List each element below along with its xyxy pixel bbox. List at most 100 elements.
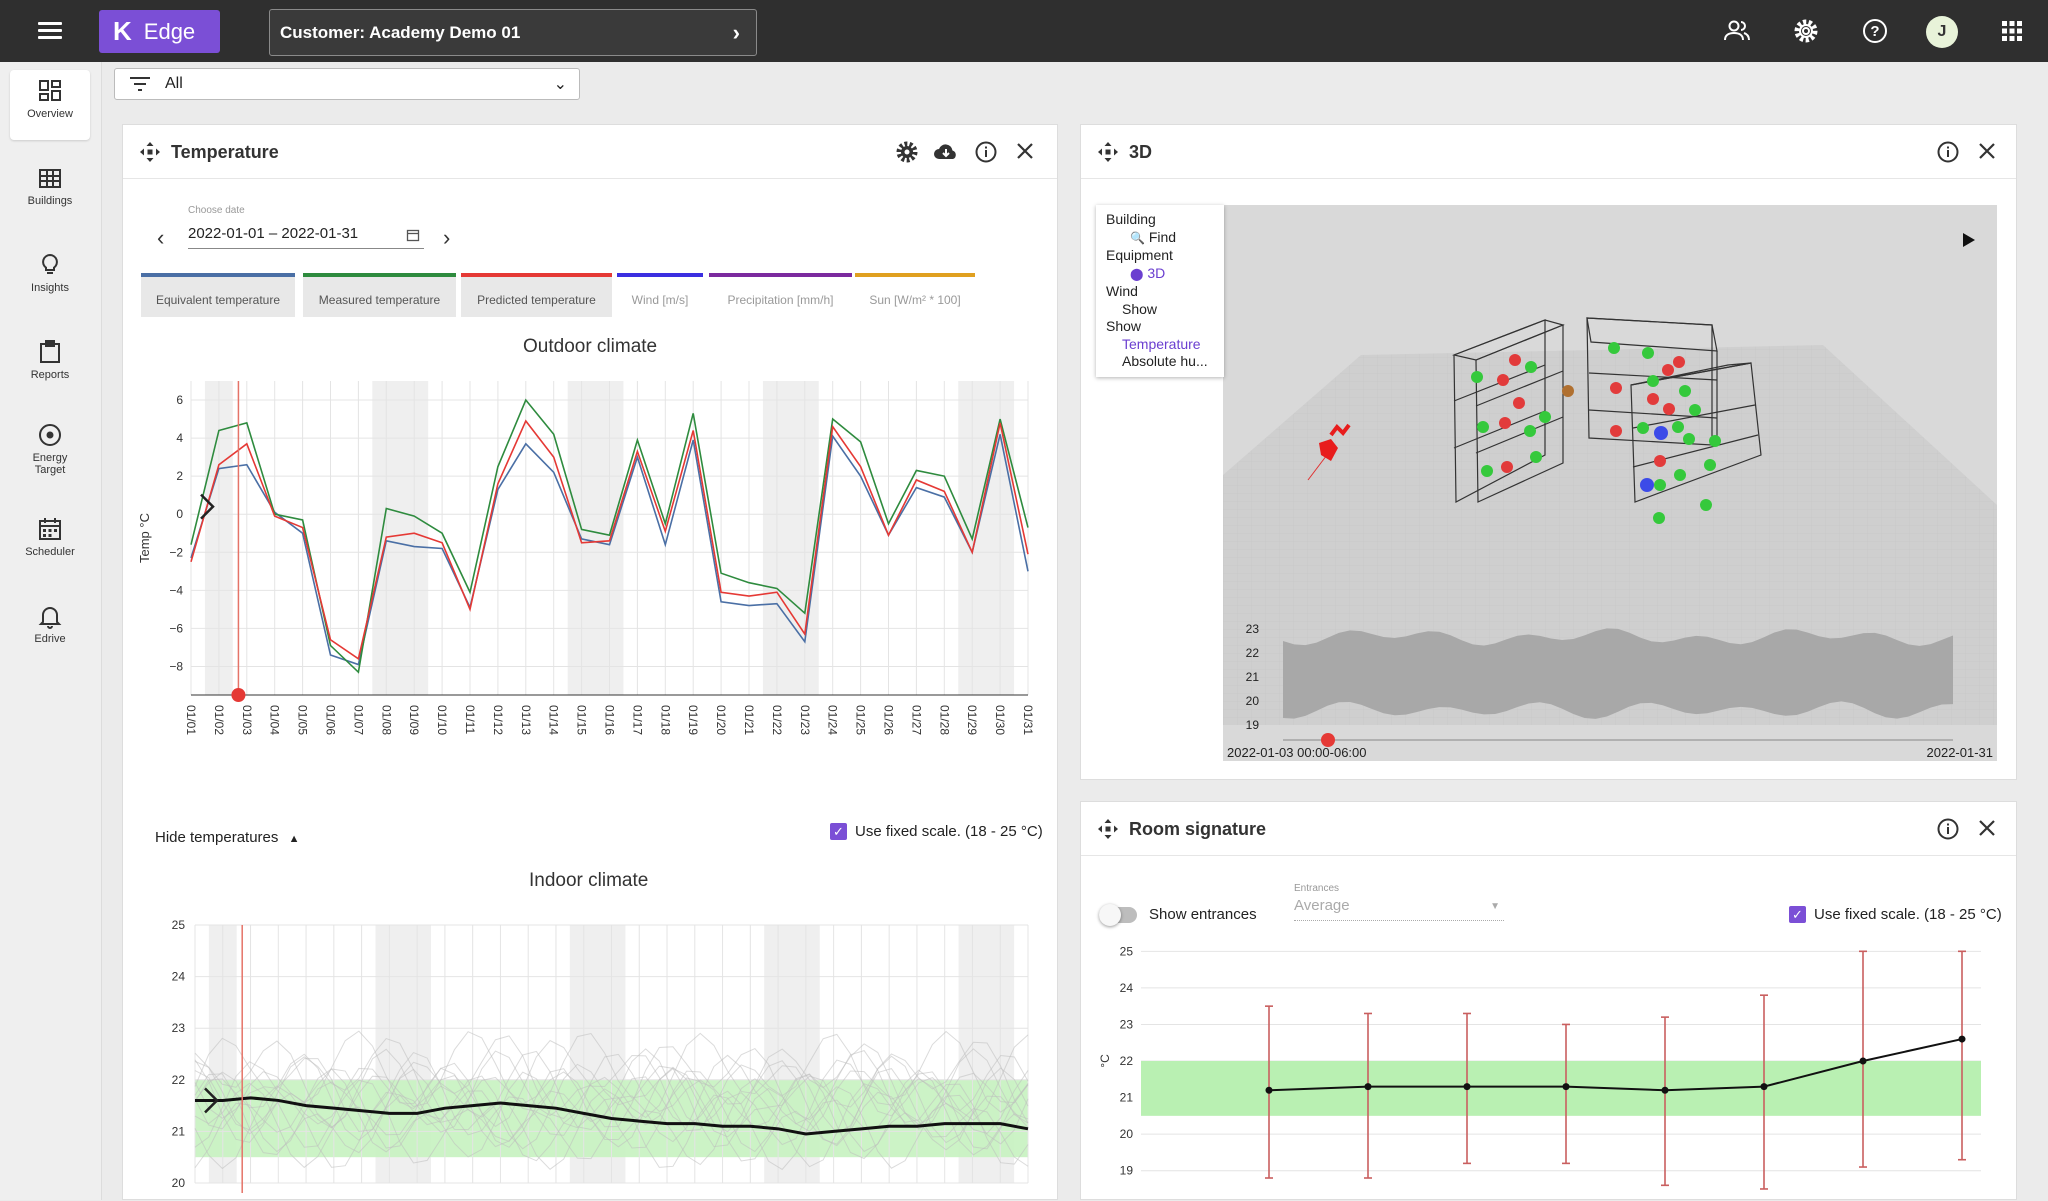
sidebar-item-reports[interactable]: Reports xyxy=(10,331,90,401)
tab-wind[interactable]: Wind [m/s] xyxy=(617,273,703,317)
y-tick-label: 6 xyxy=(176,393,183,407)
help-icon[interactable]: ? xyxy=(1861,17,1889,45)
close-icon[interactable] xyxy=(1012,140,1038,166)
filter-select[interactable]: All ⌄ xyxy=(114,68,580,100)
panel-header: Room signature xyxy=(1081,802,2016,856)
bell-icon xyxy=(38,607,62,629)
indoor-climate-chart[interactable]: 25 24 23 22 21 20 xyxy=(123,895,1059,1195)
room-trace xyxy=(194,1030,1029,1132)
apps-grid-icon[interactable] xyxy=(1998,17,2026,45)
fixed-scale-checkbox[interactable]: ✓ Use fixed scale. (18 - 25 °C) xyxy=(1789,906,2002,924)
y-tick-label: 4 xyxy=(176,431,183,445)
show-temperature-option[interactable]: Temperature xyxy=(1122,335,1201,352)
x-tick-label: 01/20 xyxy=(714,705,728,735)
sidebar-item-energy-target[interactable]: Energy Target xyxy=(10,414,90,496)
legend-equipment: Equipment xyxy=(1106,247,1173,263)
next-date-button[interactable]: › xyxy=(443,225,451,250)
move-icon[interactable] xyxy=(1097,818,1119,840)
info-icon[interactable] xyxy=(1935,817,1961,843)
data-point xyxy=(1463,1083,1471,1091)
gear-icon[interactable] xyxy=(894,140,920,166)
room-trace xyxy=(194,1050,1029,1153)
equipment-3d-item[interactable]: ⬤ 3D xyxy=(1106,265,1224,284)
data-point xyxy=(1661,1086,1669,1094)
data-point xyxy=(1562,1083,1570,1091)
wind-indicator xyxy=(1307,423,1351,481)
find-button[interactable]: 🔍 Find xyxy=(1106,229,1224,248)
sidebar: Overview Buildings Insights Reports Ener… xyxy=(0,62,102,1200)
room-signature-chart[interactable]: 25 24 23 22 21 20 19 °C xyxy=(1081,936,2018,1201)
room-trace xyxy=(194,1048,1029,1150)
cloud-download-icon[interactable] xyxy=(933,140,959,166)
weekend-shade xyxy=(958,381,1015,695)
data-point xyxy=(1364,1083,1372,1091)
tab-equivalent-temperature[interactable]: Equivalent temperature xyxy=(141,273,295,317)
legend-show: Show xyxy=(1106,318,1142,334)
sidebar-item-insights[interactable]: Insights xyxy=(10,244,90,314)
target-icon xyxy=(39,424,61,446)
wind-show-option[interactable]: Show xyxy=(1122,300,1158,317)
weekend-shade xyxy=(762,381,819,695)
sidebar-item-overview[interactable]: Overview xyxy=(10,70,90,140)
temperature-panel: Temperature Choose date ‹ 2022-01-01 – 2… xyxy=(122,124,1058,1200)
settings-icon[interactable] xyxy=(1792,17,1820,45)
tab-measured-temperature[interactable]: Measured temperature xyxy=(303,273,456,317)
x-tick-label: 01/04 xyxy=(268,705,282,735)
3d-scene[interactable]: 23 22 21 20 19 2022-01-03 00:00-06:00 2022-0… xyxy=(1223,205,1997,761)
sidebar-item-scheduler[interactable]: Scheduler xyxy=(10,508,90,578)
y-tick-label: 23 xyxy=(1120,1017,1134,1031)
info-icon[interactable] xyxy=(973,140,999,166)
move-icon[interactable] xyxy=(1097,141,1119,163)
panel-header: 3D xyxy=(1081,125,2016,179)
hide-temperatures-toggle[interactable]: Hide temperatures ▲ xyxy=(155,829,299,846)
customer-label: Customer: Academy Demo 01 xyxy=(280,22,521,42)
avatar[interactable]: J xyxy=(1926,16,1958,48)
filter-icon xyxy=(130,77,150,91)
info-icon[interactable] xyxy=(1935,140,1961,166)
x-tick-label: 01/30 xyxy=(993,705,1007,735)
prev-date-button[interactable]: ‹ xyxy=(157,225,165,250)
y-tick-label: −8 xyxy=(169,659,183,673)
timeline-handle[interactable] xyxy=(1321,733,1335,747)
app-logo[interactable]: K Edge xyxy=(99,10,220,53)
play-icon[interactable] xyxy=(1963,233,1975,247)
x-tick-label: 01/15 xyxy=(575,705,589,735)
date-range-input[interactable]: 2022-01-01 – 2022-01-31 xyxy=(188,225,424,249)
y-axis-label: °C xyxy=(1098,1054,1112,1068)
show-entrances-toggle[interactable]: Show entrances xyxy=(1099,903,1257,926)
y-tick-label: 24 xyxy=(1120,981,1134,995)
date-range-value: 2022-01-01 – 2022-01-31 xyxy=(188,225,359,242)
x-tick-label: 01/22 xyxy=(770,705,784,735)
legend-wind: Wind xyxy=(1106,283,1138,299)
entrances-value: Average xyxy=(1294,897,1350,914)
fixed-scale-checkbox[interactable]: ✓ Use fixed scale. (18 - 25 °C) xyxy=(830,823,1043,841)
expand-chevron xyxy=(200,493,215,520)
sidebar-item-buildings[interactable]: Buildings xyxy=(10,157,90,227)
location-pin-icon: ⬤ xyxy=(1130,266,1144,281)
fixed-scale-label: Use fixed scale. (18 - 25 °C) xyxy=(855,823,1043,840)
time-start-label: 2022-01-03 00:00-06:00 xyxy=(1227,745,1367,760)
users-icon[interactable] xyxy=(1723,17,1751,45)
show-humidity-option[interactable]: Absolute hu... xyxy=(1122,353,1208,369)
tab-sun[interactable]: Sun [W/m² * 100] xyxy=(855,273,975,317)
weekend-shade xyxy=(567,381,624,695)
menu-icon[interactable] xyxy=(38,22,62,40)
overview-icon xyxy=(39,80,61,101)
customer-selector[interactable]: Customer: Academy Demo 01 › xyxy=(269,9,757,56)
time-axis-ticks: 23 22 21 20 19 xyxy=(1246,622,1260,732)
y-tick-label: 25 xyxy=(1120,944,1134,958)
x-tick-label: 01/24 xyxy=(826,705,840,735)
x-tick-label: 01/07 xyxy=(351,705,365,735)
move-icon[interactable] xyxy=(139,141,161,163)
sidebar-item-label: Overview xyxy=(27,108,73,120)
outdoor-climate-chart[interactable]: 6 4 2 0 −2 −4 −6 −8 01/01 01/02 01/03 01/04 01/05 01/… xyxy=(123,365,1059,805)
sidebar-item-label: Energy Target xyxy=(32,452,68,476)
tab-precipitation[interactable]: Precipitation [mm/h] xyxy=(709,273,852,317)
close-icon[interactable] xyxy=(1974,817,2000,843)
sidebar-item-edrive[interactable]: Edrive xyxy=(10,595,90,665)
entrances-select[interactable]: Average ▼ xyxy=(1294,897,1504,921)
tab-predicted-temperature[interactable]: Predicted temperature xyxy=(461,273,612,317)
close-icon[interactable] xyxy=(1974,140,2000,166)
x-tick-label: 01/02 xyxy=(212,705,226,735)
entrances-label: Entrances xyxy=(1294,883,1340,894)
